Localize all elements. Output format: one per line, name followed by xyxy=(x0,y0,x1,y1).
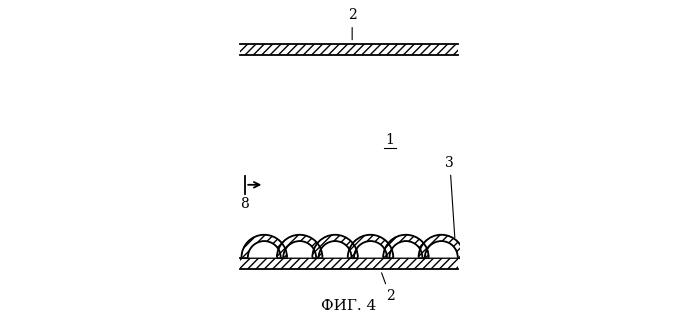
Bar xyxy=(240,257,458,269)
Text: 2: 2 xyxy=(348,8,357,40)
Text: 1: 1 xyxy=(386,133,394,147)
Text: 2: 2 xyxy=(382,273,394,303)
Polygon shape xyxy=(354,241,387,257)
Bar xyxy=(240,44,458,55)
Polygon shape xyxy=(389,241,422,257)
Text: ФИГ. 4: ФИГ. 4 xyxy=(321,299,377,313)
Polygon shape xyxy=(348,235,393,257)
Polygon shape xyxy=(283,241,316,257)
Polygon shape xyxy=(312,235,358,257)
Polygon shape xyxy=(248,241,281,257)
Text: 8: 8 xyxy=(239,197,248,211)
Polygon shape xyxy=(319,241,352,257)
Polygon shape xyxy=(242,235,287,257)
Polygon shape xyxy=(383,235,429,257)
Polygon shape xyxy=(425,241,458,257)
Polygon shape xyxy=(419,235,464,257)
Polygon shape xyxy=(277,235,322,257)
Text: 3: 3 xyxy=(445,156,455,238)
